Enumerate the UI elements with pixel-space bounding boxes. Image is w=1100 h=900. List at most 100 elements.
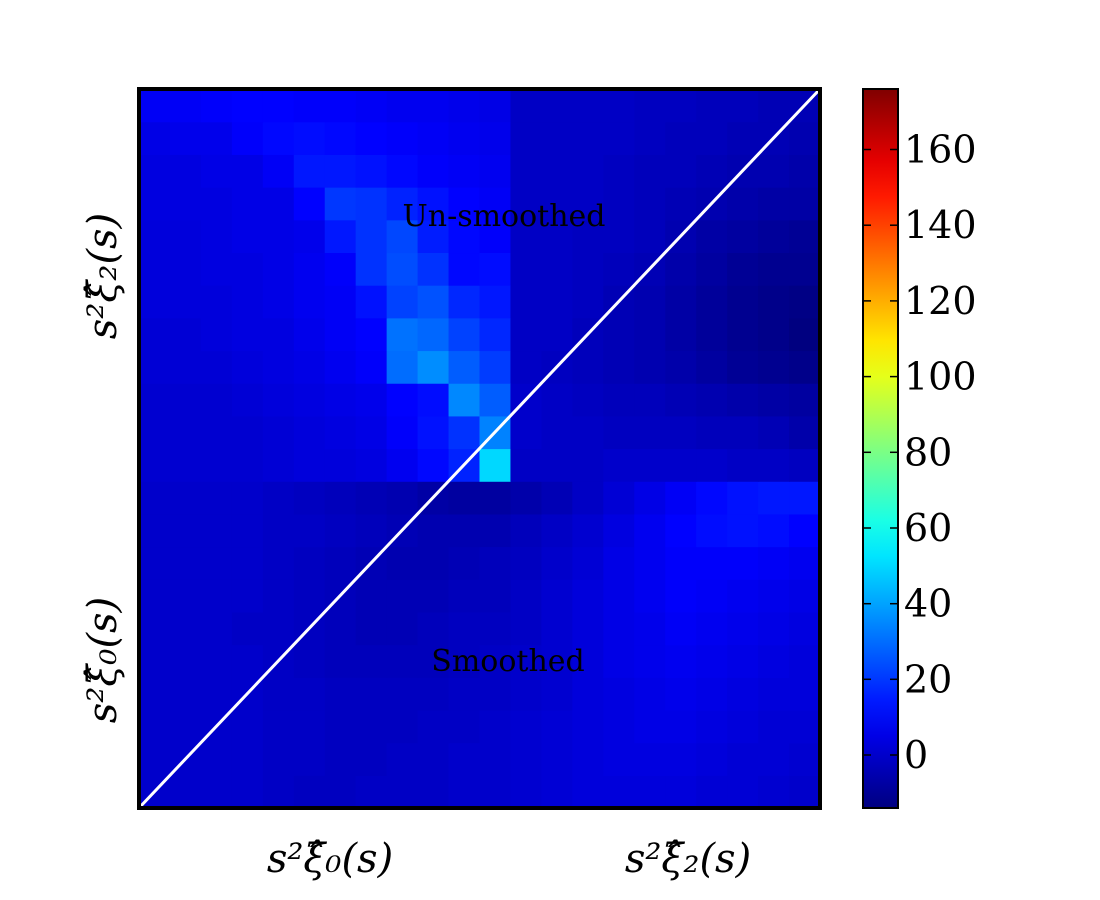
heatmap-cell [417,742,450,776]
heatmap-cell [479,513,512,548]
heatmap-cell [634,513,666,548]
heatmap-cell [789,611,821,646]
heatmap-cell [634,546,666,580]
heatmap-cell [541,121,573,155]
heatmap-cell [139,317,171,352]
heatmap-cell [417,644,450,678]
heatmap-cell [417,285,450,319]
heatmap-cell [510,513,542,548]
heatmap-cell [200,285,233,319]
heatmap-cell [386,383,419,417]
heatmap-cell [324,350,357,384]
heatmap-cell [324,285,357,319]
heatmap-cell [789,415,821,450]
heatmap-cell [231,742,264,776]
heatmap-cell [479,775,512,809]
heatmap-cell [448,611,481,646]
heatmap-cell [665,611,697,646]
heatmap-cell [696,448,728,482]
heatmap-cell [727,513,759,548]
heatmap-cell [139,121,171,155]
heatmap-cell [139,644,171,678]
heatmap-cell [139,448,171,482]
colorbar-tick-label: 140 [904,203,977,247]
heatmap-cell [634,219,666,254]
heatmap-cell [634,415,666,450]
heatmap-cell [789,677,821,711]
heatmap-cell [169,219,202,254]
heatmap-cell [572,644,604,678]
heatmap-cell [758,317,790,352]
heatmap-cell [324,546,357,580]
heatmap-cell [727,579,759,613]
heatmap-cell [169,611,202,646]
heatmap-cell [758,546,790,580]
heatmap-cell [169,89,202,123]
heatmap-cell [293,154,326,188]
heatmap-cell [200,350,233,384]
heatmap-cell [789,481,821,515]
heatmap-cell [200,481,233,515]
heatmap-cell [355,350,388,384]
heatmap-cell [169,383,202,417]
heatmap-cell [541,383,573,417]
heatmap-cell [293,350,326,384]
heatmap-cell [417,448,450,482]
heatmap-cell [727,775,759,809]
heatmap-cell [696,709,728,744]
heatmap-cell [696,219,728,254]
heatmap-cell [634,448,666,482]
heatmap-cell [510,775,542,809]
heatmap-cell [541,285,573,319]
heatmap-cell [139,187,171,221]
heatmap-cell [541,219,573,254]
heatmap-cell [665,546,697,580]
heatmap-cell [262,513,295,548]
heatmap-cell [448,513,481,548]
heatmap-cell [448,579,481,613]
heatmap-cell [510,644,542,678]
heatmap-cell [696,154,728,188]
heatmap-cell [386,448,419,482]
heatmap-cell [324,775,357,809]
heatmap-cell [541,742,573,776]
heatmap-cell [386,742,419,776]
heatmap-cell [262,187,295,221]
colorbar-tick-label: 160 [904,128,977,172]
heatmap-cell [603,187,635,221]
heatmap-cell [417,513,450,548]
heatmap-cell [696,579,728,613]
heatmap-cell [355,742,388,776]
heatmap-cell [262,448,295,482]
heatmap-cell [665,121,697,155]
heatmap-cell [139,611,171,646]
heatmap-cell [293,219,326,254]
heatmap-cell [139,513,171,548]
heatmap-cell [355,644,388,678]
heatmap-cell [169,644,202,678]
heatmap-cell [355,285,388,319]
heatmap-cell [758,644,790,678]
heatmap-cell [448,350,481,384]
heatmap-cell [696,285,728,319]
heatmap-cell [665,481,697,515]
heatmap-cell [479,317,512,352]
heatmap-cell [417,121,450,155]
heatmap-cell [262,89,295,123]
heatmap-cell [231,317,264,352]
heatmap-cell [665,187,697,221]
heatmap-cell [169,121,202,155]
heatmap-cell [448,252,481,286]
heatmap-cell [572,285,604,319]
heatmap-cell [758,285,790,319]
heatmap-cell [696,546,728,580]
heatmap-cell [479,579,512,613]
x-block-label-1: s²ξ̂₂(s) [625,836,751,882]
heatmap-cell [139,219,171,254]
heatmap-cell [262,219,295,254]
heatmap-cell [448,742,481,776]
heatmap-cell [169,546,202,580]
heatmap-cell [510,219,542,254]
y-block-label-0: s²ξ̂₀(s) [80,597,126,723]
heatmap-cell [727,677,759,711]
